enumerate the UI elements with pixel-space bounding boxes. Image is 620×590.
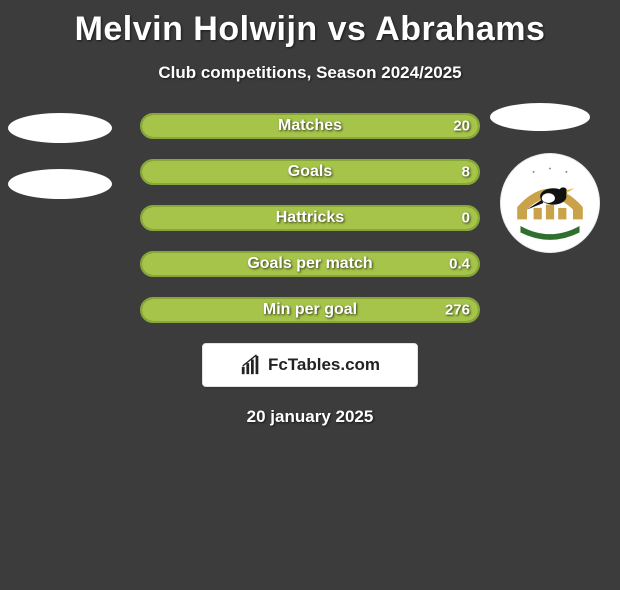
stat-row: 276Min per goal xyxy=(140,297,480,323)
subtitle: Club competitions, Season 2024/2025 xyxy=(0,63,620,83)
stat-bar-fill xyxy=(142,299,478,321)
stat-row: 0.4Goals per match xyxy=(140,251,480,277)
right-player-badge-top xyxy=(490,103,590,131)
stat-bars: 20Matches 8Goals 0Hattricks 0.4Goals per ma… xyxy=(140,113,480,323)
brand-label: FcTables.com xyxy=(268,355,380,375)
stat-row: 0Hattricks xyxy=(140,205,480,231)
left-player-badges xyxy=(8,113,112,199)
comparison-stage: 20Matches 8Goals 0Hattricks 0.4Goals per ma… xyxy=(0,113,620,323)
stat-value-right: 276 xyxy=(445,302,470,319)
left-badge-oval xyxy=(8,113,112,143)
left-badge-oval xyxy=(8,169,112,199)
stat-row: 20Matches xyxy=(140,113,480,139)
right-badge-oval xyxy=(490,103,590,131)
club-crest-icon xyxy=(509,162,591,244)
stat-bar-fill xyxy=(142,253,478,275)
footer-date: 20 january 2025 xyxy=(0,407,620,427)
stat-bar-fill xyxy=(142,115,478,137)
page-title: Melvin Holwijn vs Abrahams xyxy=(0,10,620,49)
bar-chart-icon xyxy=(240,354,262,376)
stat-bar-fill xyxy=(142,207,478,229)
stat-bar-fill xyxy=(142,161,478,183)
stat-value-right: 0.4 xyxy=(449,256,470,273)
right-club-badge xyxy=(500,153,600,253)
stat-value-right: 20 xyxy=(453,118,470,135)
stat-value-right: 0 xyxy=(462,210,470,227)
stat-value-right: 8 xyxy=(462,164,470,181)
brand-box[interactable]: FcTables.com xyxy=(202,343,418,387)
stat-row: 8Goals xyxy=(140,159,480,185)
